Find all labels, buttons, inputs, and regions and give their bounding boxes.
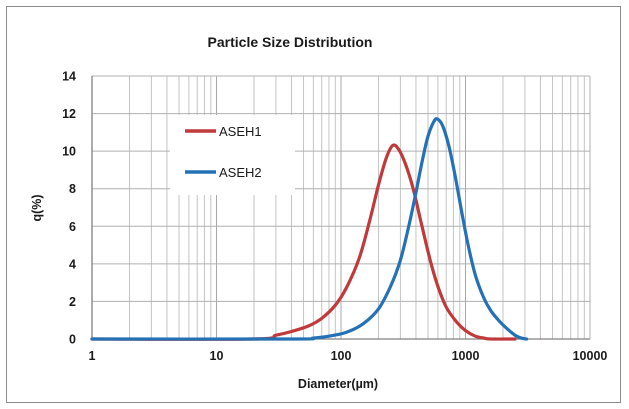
legend-label-aseh1: ASEH1	[219, 124, 262, 139]
y-tick-label: 6	[69, 220, 76, 234]
legend-box	[170, 115, 295, 195]
x-tick-label: 1	[89, 349, 96, 363]
y-tick-label: 12	[62, 107, 76, 121]
y-tick-label: 10	[62, 145, 76, 159]
y-tick-label: 14	[62, 70, 76, 84]
legend-label-aseh2: ASEH2	[219, 165, 262, 180]
series-line-aseh1	[90, 143, 517, 341]
series-lines	[90, 117, 529, 341]
y-tick-label: 8	[69, 182, 76, 196]
tick-labels: 1 10 100 1000 10000 0 2 4 6 8 10 12 14	[62, 70, 607, 364]
x-tick-label: 100	[331, 349, 352, 363]
x-axis-label: Diameter(µm)	[298, 377, 378, 391]
x-tick-label: 1000	[452, 349, 480, 363]
y-tick-label: 2	[69, 295, 76, 309]
series-line-aseh2	[90, 117, 529, 341]
y-tick-label: 0	[69, 333, 76, 347]
y-axis-label: q(%)	[30, 194, 44, 221]
x-tick-label: 10	[210, 349, 224, 363]
y-tick-label: 4	[69, 257, 76, 271]
x-tick-label: 10000	[573, 349, 608, 363]
chart-title: Particle Size Distribution	[208, 34, 373, 50]
legend: ASEH1 ASEH2	[170, 115, 295, 195]
